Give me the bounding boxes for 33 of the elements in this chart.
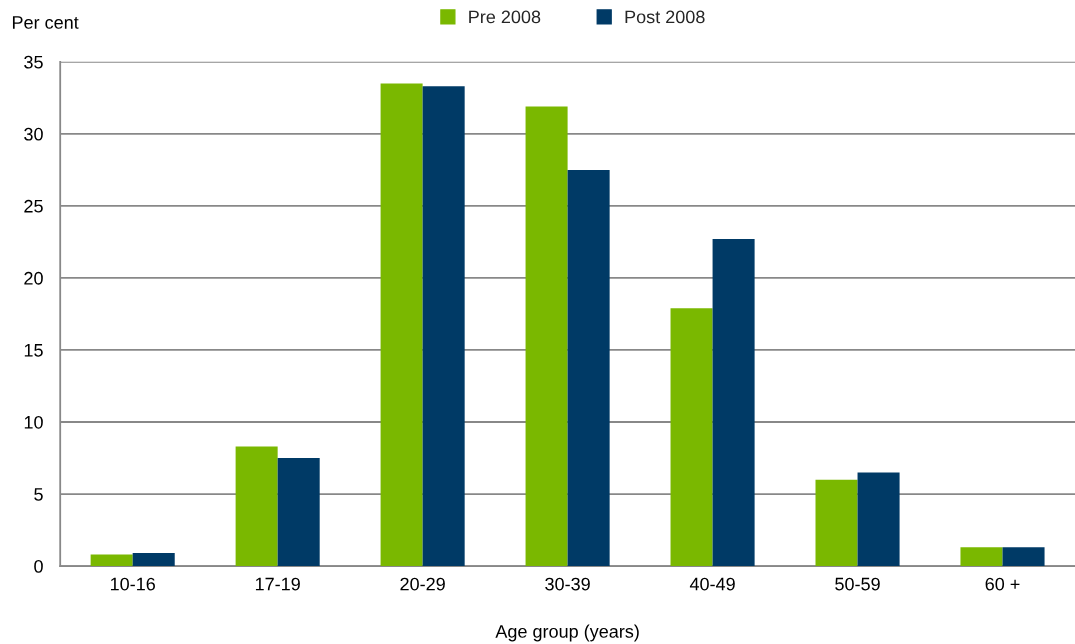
bar xyxy=(670,308,713,567)
x-tick-label: 20-29 xyxy=(400,577,445,591)
y-tick-label: 0 xyxy=(34,560,43,573)
y-tick-label: 15 xyxy=(24,344,43,357)
bar xyxy=(525,106,568,567)
y-tick-label: 30 xyxy=(24,127,43,141)
legend-label: Post 2008 xyxy=(625,10,705,24)
bar xyxy=(422,86,465,567)
x-tick-label: 60 + xyxy=(985,577,1020,591)
bar xyxy=(235,446,278,567)
x-axis-title: Age group (years) xyxy=(495,624,639,642)
bar xyxy=(815,479,858,567)
x-tick-label: 10-16 xyxy=(110,577,155,591)
bar xyxy=(132,553,175,567)
y-tick-label: 25 xyxy=(24,199,43,213)
legend-label: Pre 2008 xyxy=(469,10,541,24)
x-tick-label: 17-19 xyxy=(255,577,300,591)
y-tick-label: 5 xyxy=(34,488,43,501)
y-tick-label: 10 xyxy=(24,415,43,429)
bar xyxy=(277,458,320,567)
bar xyxy=(567,169,610,567)
bar xyxy=(1002,547,1045,567)
y-axis-title: Per cent xyxy=(12,16,79,29)
y-tick-label: 20 xyxy=(24,271,43,285)
bar xyxy=(712,239,755,567)
bar xyxy=(380,83,423,567)
bar xyxy=(90,554,133,567)
x-tick-label: 50-59 xyxy=(835,577,880,591)
x-tick-label: 30-39 xyxy=(545,577,590,591)
bar xyxy=(857,472,900,567)
bar xyxy=(960,547,1003,567)
x-tick-label: 40-49 xyxy=(689,577,735,591)
y-tick-label: 35 xyxy=(24,55,43,69)
